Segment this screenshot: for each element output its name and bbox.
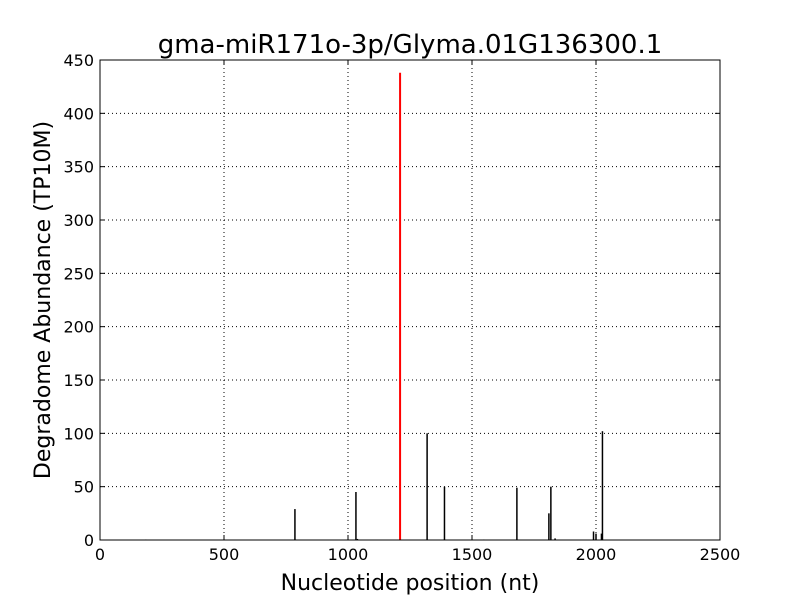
- y-tick-label: 0: [84, 531, 94, 550]
- x-tick-label: 1000: [328, 545, 369, 564]
- y-tick-label: 350: [63, 158, 94, 177]
- chart-title: gma-miR171o-3p/Glyma.01G136300.1: [158, 30, 663, 60]
- y-tick-label: 100: [63, 424, 94, 443]
- x-tick-label: 0: [95, 545, 105, 564]
- y-tick-label: 150: [63, 371, 94, 390]
- x-tick-label: 1500: [452, 545, 493, 564]
- y-tick-label: 300: [63, 211, 94, 230]
- x-tick-label: 2000: [576, 545, 617, 564]
- x-tick-label: 500: [209, 545, 240, 564]
- x-tick-label: 2500: [700, 545, 741, 564]
- y-axis-label: Degradome Abundance (TP10M): [31, 121, 56, 479]
- plot-frame: [99, 59, 721, 541]
- x-axis-label: Nucleotide position (nt): [281, 571, 540, 596]
- y-tick-label: 450: [63, 51, 94, 70]
- y-tick-label: 50: [74, 478, 94, 497]
- y-tick-label: 400: [63, 104, 94, 123]
- y-tick-label: 200: [63, 318, 94, 337]
- y-tick-label: 250: [63, 264, 94, 283]
